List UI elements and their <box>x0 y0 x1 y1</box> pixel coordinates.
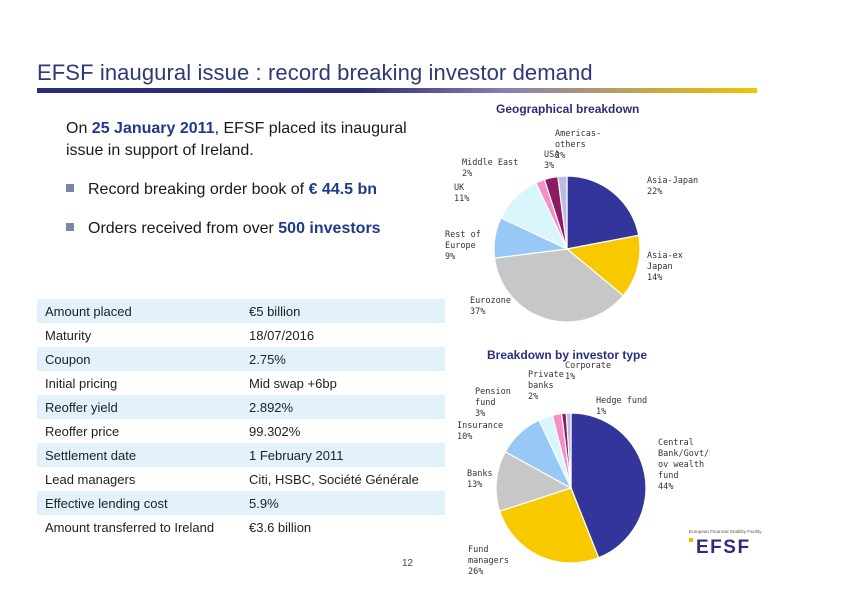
slice-label: Americas-others 2% <box>555 129 601 161</box>
row-value: Mid swap +6bp <box>249 375 337 391</box>
title-rule <box>37 88 757 93</box>
table-row: Settlement date 1 February 2011 <box>37 443 445 467</box>
row-value: 99.302% <box>249 423 301 439</box>
efsf-logo: European Financial Stability Facility EF… <box>689 529 762 557</box>
page-title: EFSF inaugural issue : record breaking i… <box>37 60 593 85</box>
logo-wordmark: EFSF <box>696 537 751 557</box>
slice-label: Middle East 2% <box>462 158 518 179</box>
row-value: €5 billion <box>249 303 301 319</box>
row-label: Amount transferred to Ireland <box>45 519 215 535</box>
slice-label: Asia-Japan 22% <box>647 176 698 197</box>
bullet-text: Record breaking order book of <box>88 181 309 198</box>
page-number: 12 <box>402 558 414 569</box>
row-value: Citi, HSBC, Société Générale <box>249 471 419 487</box>
slice-label: UK 11% <box>454 183 469 204</box>
bullet-square-icon <box>66 222 74 231</box>
bullet-highlight: € 44.5 bn <box>308 181 378 198</box>
row-value: €3.6 billion <box>249 519 312 535</box>
slice-label: Eurozone 37% <box>470 296 511 317</box>
table-row: Reoffer price 99.302% <box>37 419 445 443</box>
table-row: Coupon 2.75% <box>37 347 445 371</box>
table-row: Amount placed €5 billion <box>37 299 445 323</box>
slice-label: Fund managers 26% <box>468 545 509 577</box>
slice-label: Insurance 10% <box>457 421 503 442</box>
row-label: Reoffer yield <box>45 399 118 415</box>
slice-label: Hedge fund 1% <box>596 396 647 417</box>
intro-suffix: , EFSF placed its inaugural issue in sup… <box>66 120 407 159</box>
bullet-square-icon <box>66 183 74 192</box>
intro-text: On 25 January 2011, EFSF placed its inau… <box>66 118 426 162</box>
chart-title-investor-type: Breakdown by investor type <box>487 348 648 362</box>
bullet-text: Orders received from over <box>88 220 279 237</box>
bullet-order-book: Record breaking order book of € 44.5 bn <box>66 181 377 199</box>
row-label: Initial pricing <box>45 375 118 391</box>
slice-label: Pension fund 3% <box>475 387 511 419</box>
slice-label: Rest of Europe 9% <box>445 230 481 262</box>
table-row: Reoffer yield 2.892% <box>37 395 445 419</box>
chart-title-geographical: Geographical breakdown <box>496 102 640 116</box>
logo-tagline: European Financial Stability Facility <box>689 529 762 534</box>
table-row: Amount transferred to Ireland €3.6 billio… <box>37 515 445 539</box>
row-value: 2.75% <box>249 351 286 367</box>
slice-label: Asia-ex Japan 14% <box>647 251 683 283</box>
row-label: Maturity <box>45 327 92 343</box>
table-row: Maturity 18/07/2016 <box>37 323 445 347</box>
row-value: 1 February 2011 <box>249 447 344 463</box>
pie-slice <box>565 412 572 489</box>
pie-slice <box>493 248 625 323</box>
pie-charts: Asia-Japan 22% Asia-ex Japan 14% Eurozone 37% R… <box>445 129 710 577</box>
pie-investor-type: Central Bank/Govt/S ov wealth fund 44% Fund ma… <box>457 361 710 577</box>
intro-prefix: On <box>66 120 92 137</box>
bullet-investors: Orders received from over 500 investors <box>66 220 381 238</box>
bullet-highlight: 500 investors <box>278 220 381 237</box>
pie-slice <box>498 487 600 564</box>
intro-date: 25 January 2011 <box>91 120 215 137</box>
slice-label: Corporate 1% <box>565 361 611 382</box>
pie-slice <box>566 175 640 250</box>
slice-label: Private banks 2% <box>528 370 564 402</box>
row-label: Effective lending cost <box>45 495 168 511</box>
row-label: Reoffer price <box>45 423 120 439</box>
slice-label: Banks 13% <box>467 469 493 490</box>
pie-slice <box>570 412 647 559</box>
table-row: Initial pricing Mid swap +6bp <box>37 371 445 395</box>
row-label: Settlement date <box>45 447 137 463</box>
row-value: 5.9% <box>249 495 279 511</box>
pie-geographical: Asia-Japan 22% Asia-ex Japan 14% Eurozone 37% R… <box>445 129 698 323</box>
row-label: Amount placed <box>45 303 132 319</box>
slice-label: USA 3% <box>544 150 559 171</box>
logo-square-icon <box>689 538 693 542</box>
row-label: Coupon <box>45 351 91 367</box>
row-label: Lead managers <box>45 471 136 487</box>
pie-slice <box>557 175 568 250</box>
row-value: 18/07/2016 <box>249 327 315 343</box>
pie-slice <box>565 234 641 297</box>
terms-table: Amount placed €5 billion Maturity 18/07/20… <box>37 299 445 539</box>
pie-slice <box>495 451 573 512</box>
table-row: Lead managers Citi, HSBC, Société Général… <box>37 467 445 491</box>
slice-label: Central Bank/Govt/S ov wealth fund 44% <box>658 438 710 492</box>
row-value: 2.892% <box>249 399 294 415</box>
table-row: Effective lending cost 5.9% <box>37 491 445 515</box>
